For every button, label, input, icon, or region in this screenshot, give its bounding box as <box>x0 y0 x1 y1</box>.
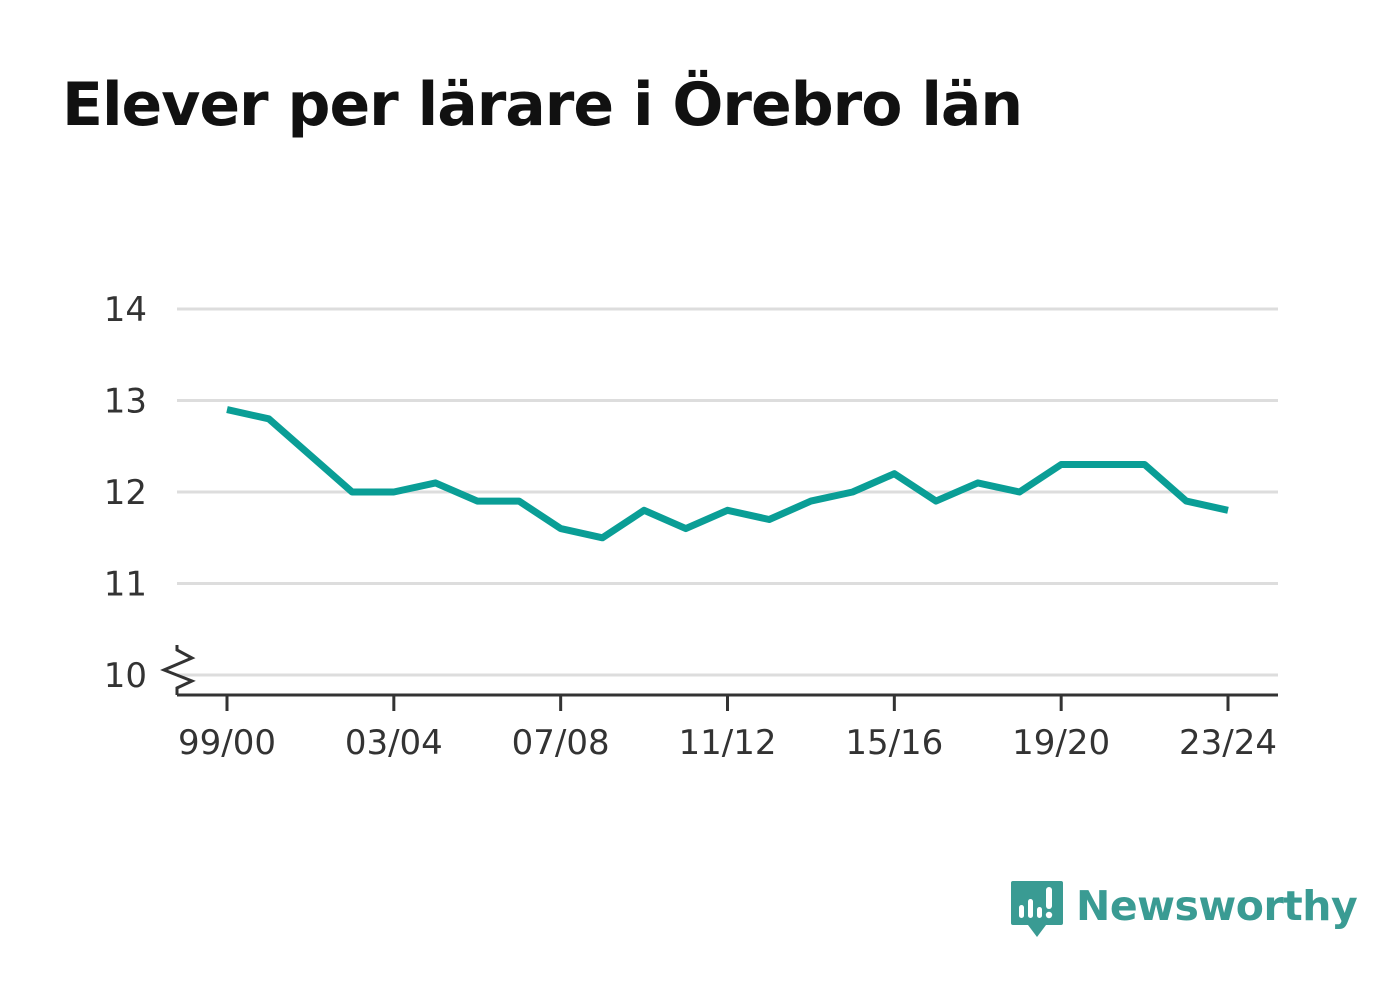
x-tick-label-19-20: 19/20 <box>1012 723 1110 763</box>
y-tick-label-12: 12 <box>104 473 147 513</box>
y-tick-label-11: 11 <box>104 565 147 605</box>
brand-name: Newsworthy <box>1076 882 1358 930</box>
x-axis <box>160 645 1278 711</box>
series-layer <box>226 406 1229 542</box>
x-tick-label-15-16: 15/16 <box>845 723 943 763</box>
x-tick-label-07-08: 07/08 <box>512 723 610 763</box>
newsworthy-logo-icon <box>1011 881 1063 937</box>
x-tick-label-03-04: 03/04 <box>345 723 443 763</box>
y-tick-label-13: 13 <box>104 382 147 422</box>
brand-logo: Newsworthy <box>1010 878 1358 942</box>
chart-title: Elever per lärare i Örebro län <box>62 70 1023 140</box>
x-axis-labels: 99/00 03/04 07/08 11/12 15/16 19/20 23/24 <box>178 723 1277 763</box>
x-tick-label-11-12: 11/12 <box>679 723 777 763</box>
y-tick-label-10: 10 <box>104 656 147 696</box>
grid-lines <box>177 307 1278 677</box>
y-axis-labels: 10 11 12 13 14 <box>104 290 147 696</box>
x-tick-label-99-00: 99/00 <box>178 723 276 763</box>
series-line-0 <box>226 406 1229 542</box>
x-tick-label-23-24: 23/24 <box>1179 723 1277 763</box>
y-axis-break <box>160 645 196 695</box>
y-tick-label-14: 14 <box>104 290 147 330</box>
